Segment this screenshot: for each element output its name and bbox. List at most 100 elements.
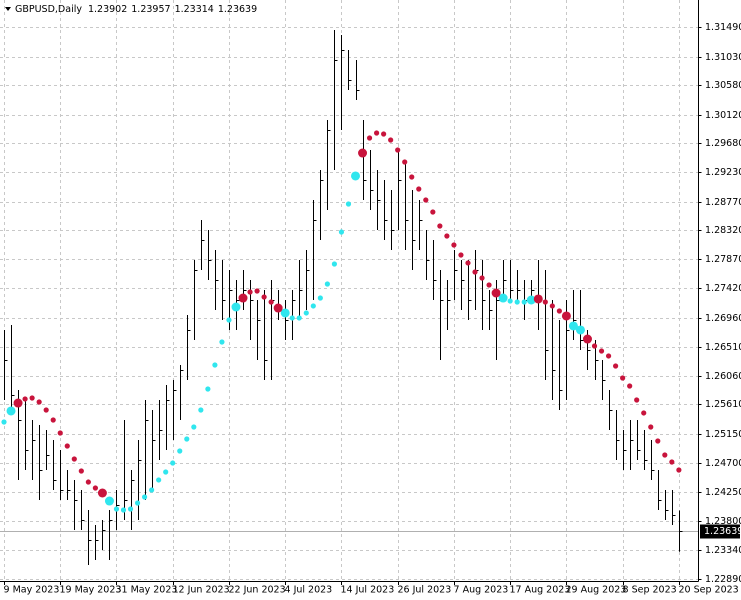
y-tick-label: 1.26960 — [705, 313, 741, 324]
menu-arrow[interactable] — [5, 7, 11, 11]
sar-dot — [50, 417, 56, 423]
y-tick-label: 1.22890 — [705, 574, 741, 585]
sar-dot — [582, 334, 592, 344]
sar-dot — [29, 395, 35, 401]
plot — [1, 29, 683, 566]
sar-dot — [1, 419, 7, 425]
sar-dot — [533, 294, 543, 304]
sar-dot — [92, 485, 98, 491]
sar-dot — [120, 507, 127, 513]
sar-dot — [191, 424, 197, 430]
sar-dot — [338, 229, 345, 235]
sar-dot — [507, 298, 513, 304]
sar-dot — [351, 171, 360, 181]
sar-dot — [104, 496, 114, 506]
sar-dot — [526, 295, 536, 305]
sar-dot — [381, 131, 387, 137]
sar-dot — [491, 288, 501, 298]
sar-dot — [134, 500, 141, 506]
sar-dot — [317, 295, 323, 301]
sar-dot — [634, 397, 640, 403]
sar-dot — [247, 289, 253, 295]
open-value: 1.23902 — [88, 4, 127, 15]
sar-dot — [465, 260, 471, 266]
y-tick-label: 1.28320 — [705, 225, 741, 236]
symbol: GBPUSD,Daily — [15, 4, 82, 15]
sar-dot — [324, 281, 330, 287]
sar-dot — [388, 137, 394, 143]
sar-dot — [177, 448, 183, 454]
sar-dot — [156, 477, 162, 483]
sar-dot — [655, 438, 661, 444]
y-tick-label: 1.26060 — [705, 371, 741, 382]
sar-dot — [358, 148, 368, 158]
sar-dot — [437, 223, 443, 229]
low-value: 1.23314 — [175, 4, 214, 15]
sar-dot — [331, 261, 338, 267]
sar-dot — [43, 407, 49, 413]
sar-dot — [613, 363, 619, 369]
sar-dot — [514, 299, 520, 305]
sar-dot — [598, 348, 605, 354]
sar-dot — [561, 311, 571, 321]
sar-dot — [479, 275, 485, 281]
sar-dot — [648, 424, 654, 430]
sar-dot — [219, 339, 225, 345]
sar-dot — [605, 353, 612, 359]
sar-dot — [205, 386, 211, 392]
sar-dot — [273, 303, 283, 313]
sar-dot — [226, 317, 232, 323]
sar-dot — [641, 410, 647, 416]
sar-dot — [458, 252, 464, 258]
sar-dot — [521, 299, 527, 305]
x-tick-label: 26 Jul 2023 — [398, 585, 452, 596]
sar-dot — [676, 467, 682, 473]
x-tick-label: 29 Aug 2023 — [566, 585, 627, 596]
sar-dot — [472, 269, 478, 275]
sar-dot — [430, 209, 436, 215]
grid — [0, 0, 699, 581]
y-tick-label: 1.28770 — [705, 197, 741, 208]
sar-dot — [163, 469, 169, 475]
sar-dot — [549, 303, 555, 309]
sar-dot — [113, 506, 120, 512]
sar-dot — [142, 494, 148, 500]
y-tick-label: 1.23340 — [705, 545, 741, 556]
x-tick-label: 17 Aug 2023 — [510, 585, 571, 596]
sar-dot — [280, 308, 290, 318]
x-tick-label: 31 May 2023 — [116, 585, 178, 596]
sar-dot — [184, 436, 190, 442]
sar-dot — [373, 130, 380, 136]
x-tick-label: 7 Aug 2023 — [454, 585, 509, 596]
sar-dot — [451, 242, 457, 248]
y-tick-label: 1.30120 — [705, 110, 741, 121]
y-tick-label: 1.29680 — [705, 138, 741, 149]
sar-dot — [627, 383, 633, 389]
sar-dot — [366, 135, 373, 141]
y-tick-label: 1.25610 — [705, 399, 741, 410]
close-value: 1.23639 — [218, 4, 257, 15]
sar-dot — [568, 321, 578, 331]
sar-dot — [296, 315, 302, 321]
sar-dot — [669, 459, 675, 465]
high-value: 1.23957 — [131, 4, 170, 15]
y-tick-label: 1.27420 — [705, 283, 741, 294]
y-tick-label: 1.30580 — [705, 80, 741, 91]
y-tick-label: 1.29230 — [705, 167, 741, 178]
sar-dot — [97, 488, 107, 498]
sar-dot — [402, 159, 408, 165]
sar-dot — [409, 174, 415, 180]
sar-dot — [57, 430, 63, 436]
sar-dot — [231, 302, 241, 312]
x-tick-label: 14 Jul 2023 — [341, 585, 395, 596]
sar-dot — [170, 460, 176, 466]
sar-dot — [498, 293, 508, 303]
y-tick-label: 1.24700 — [705, 458, 741, 469]
sar-dot — [254, 288, 260, 294]
axes: 1.31490 1.31030 1.30580 1.30120 1.29680 1.292… — [4, 22, 741, 596]
sar-dot — [556, 308, 562, 314]
y-tick-label: 1.26510 — [705, 342, 741, 353]
y-tick-label: 1.23800 — [705, 516, 741, 527]
